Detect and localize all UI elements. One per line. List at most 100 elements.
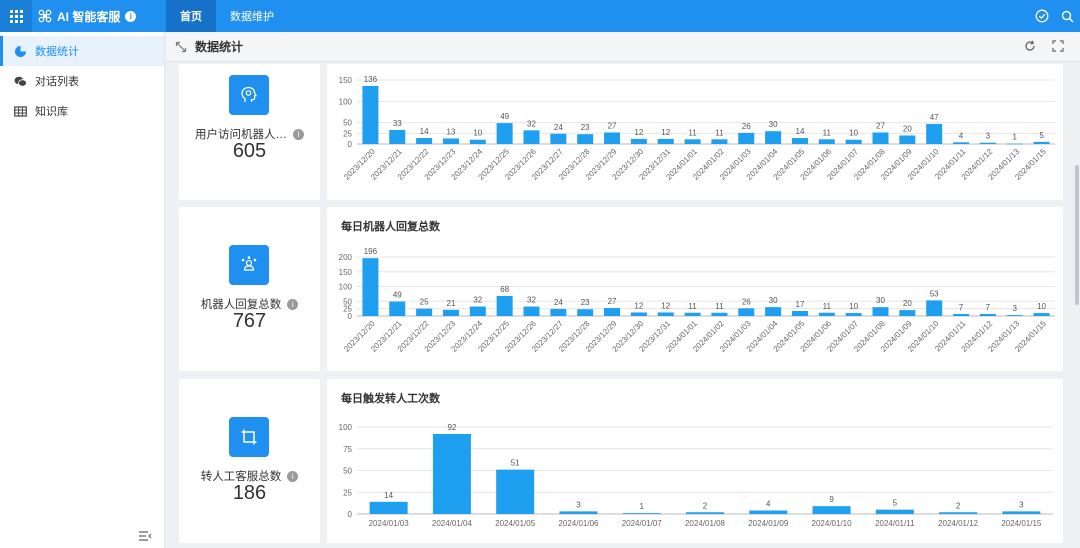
fullscreen-icon[interactable] — [1052, 40, 1064, 52]
bar[interactable] — [496, 469, 535, 514]
bar[interactable] — [1006, 143, 1023, 145]
bar[interactable] — [469, 306, 486, 316]
bar[interactable] — [791, 138, 808, 144]
bar[interactable] — [604, 308, 621, 316]
bar[interactable] — [845, 139, 862, 144]
info-icon[interactable]: i — [293, 129, 304, 140]
bar[interactable] — [442, 309, 459, 316]
bar[interactable] — [1033, 313, 1050, 316]
bar[interactable] — [496, 295, 513, 316]
bar[interactable] — [684, 312, 701, 316]
bar[interactable] — [630, 138, 647, 144]
data-label: 3 — [1019, 500, 1024, 509]
bar[interactable] — [926, 300, 943, 316]
bar[interactable] — [765, 307, 782, 316]
bar[interactable] — [550, 308, 567, 316]
search-icon[interactable] — [1061, 10, 1074, 23]
stat-value: 767 — [232, 310, 267, 332]
info-icon[interactable]: i — [287, 471, 299, 482]
bar[interactable] — [684, 139, 701, 144]
bar[interactable] — [622, 513, 661, 514]
bar[interactable] — [979, 142, 996, 144]
bar[interactable] — [657, 138, 674, 144]
bar[interactable] — [1006, 315, 1023, 316]
sidebar-item-statistics[interactable]: 数据统计 — [0, 36, 164, 66]
app-launcher-button[interactable] — [0, 0, 32, 32]
bar[interactable] — [496, 123, 513, 144]
bar[interactable] — [765, 131, 782, 144]
scrollbar-track[interactable] — [1074, 62, 1080, 548]
bar[interactable] — [559, 511, 598, 514]
y-tick-label: 25 — [343, 305, 352, 314]
data-label: 9 — [829, 495, 834, 504]
bar[interactable] — [953, 142, 970, 144]
grid-icon — [9, 9, 23, 23]
bar[interactable] — [577, 134, 594, 144]
x-tick-label: 2024/01/10 — [812, 519, 853, 528]
data-label: 14 — [796, 127, 805, 136]
data-label: 32 — [473, 296, 482, 305]
bar[interactable] — [939, 512, 978, 514]
bar[interactable] — [686, 512, 724, 514]
sidebar-item-conversations[interactable]: 对话列表 — [0, 66, 164, 96]
bar[interactable] — [791, 310, 808, 316]
bar[interactable] — [389, 301, 406, 316]
bar[interactable] — [711, 312, 728, 316]
bar[interactable] — [432, 433, 471, 514]
bar[interactable] — [872, 132, 889, 144]
bar[interactable] — [369, 501, 408, 514]
y-tick-label: 0 — [348, 140, 353, 149]
bar[interactable] — [749, 510, 788, 514]
bar[interactable] — [875, 509, 914, 514]
bar[interactable] — [416, 138, 433, 144]
sidebar-item-knowledge-base[interactable]: 知识库 — [0, 96, 164, 126]
bar[interactable] — [389, 129, 406, 144]
data-label: 3 — [576, 500, 581, 509]
x-tick-label: 2024/01/12 — [938, 519, 979, 528]
tab-data-maintenance[interactable]: 数据维护 — [230, 11, 274, 23]
bar[interactable] — [926, 123, 943, 144]
bar[interactable] — [812, 506, 851, 514]
bar[interactable] — [1002, 511, 1041, 514]
data-label: 3 — [1013, 304, 1018, 313]
bar[interactable] — [577, 309, 594, 316]
collapse-menu-icon[interactable] — [138, 530, 152, 542]
bar[interactable] — [738, 132, 755, 144]
bar[interactable] — [818, 139, 835, 144]
bar[interactable] — [416, 308, 433, 316]
bar[interactable] — [711, 139, 728, 144]
data-label: 11 — [715, 128, 724, 137]
data-label: 11 — [823, 128, 832, 137]
scrollbar-thumb[interactable] — [1075, 165, 1079, 305]
bar[interactable] — [657, 312, 674, 316]
bar[interactable] — [469, 139, 486, 144]
bar[interactable] — [845, 313, 862, 316]
bar[interactable] — [630, 312, 647, 316]
bar[interactable] — [550, 133, 567, 144]
bar[interactable] — [523, 130, 540, 144]
bar[interactable] — [523, 306, 540, 316]
bar[interactable] — [738, 308, 755, 316]
bar[interactable] — [899, 135, 916, 144]
bar[interactable] — [953, 313, 970, 316]
resize-arrows-icon[interactable] — [175, 41, 187, 53]
data-label: 10 — [1037, 302, 1046, 311]
info-icon[interactable]: i — [287, 299, 299, 310]
data-label: 11 — [688, 128, 697, 137]
bar[interactable] — [362, 258, 379, 316]
bar[interactable] — [979, 313, 996, 316]
bar[interactable] — [1033, 141, 1050, 144]
bar[interactable] — [818, 312, 835, 316]
info-icon[interactable]: i — [125, 10, 137, 22]
data-label: 13 — [447, 127, 456, 136]
bar[interactable] — [872, 307, 889, 316]
data-label: 14 — [420, 127, 429, 136]
data-label: 30 — [876, 296, 885, 305]
refresh-icon[interactable] — [1024, 40, 1036, 52]
check-circle-icon[interactable] — [1035, 9, 1049, 23]
bar[interactable] — [899, 310, 916, 316]
bar[interactable] — [442, 138, 459, 144]
bar[interactable] — [362, 85, 379, 144]
bar[interactable] — [604, 132, 621, 144]
tab-home[interactable]: 首页 — [166, 0, 216, 32]
